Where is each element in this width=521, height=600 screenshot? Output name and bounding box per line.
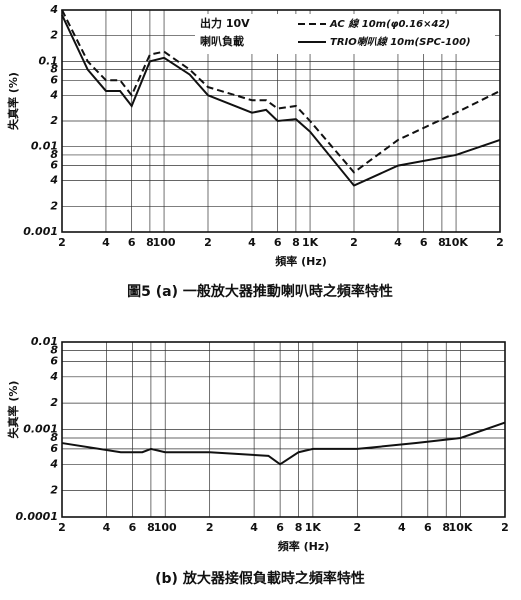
y-tick-label: 0.001 bbox=[23, 225, 58, 238]
y-tick-label: 0.1 bbox=[39, 54, 59, 67]
y-tick-label: 6 bbox=[50, 73, 58, 86]
y-tick-label: 2 bbox=[50, 199, 58, 212]
y-tick-label: 4 bbox=[49, 457, 58, 470]
y-tick-label: 0.0001 bbox=[16, 510, 58, 523]
x-tick-label: 2 bbox=[354, 521, 362, 534]
x-tick-label: 2 bbox=[58, 521, 66, 534]
x-tick-label: 6 bbox=[276, 521, 284, 534]
x-tick-label: 8 bbox=[146, 236, 154, 249]
y-tick-label: 6 bbox=[50, 354, 58, 367]
y-tick-label: 8 bbox=[50, 343, 58, 356]
x-tick-label: 8 bbox=[147, 521, 155, 534]
y-tick-label: 2 bbox=[50, 114, 58, 127]
y-tick-label: 8 bbox=[50, 431, 58, 444]
legend-label: TRIO喇叭線 10m(SPC-100) bbox=[330, 36, 471, 48]
series-line bbox=[61, 9, 501, 174]
x-tick-label: 6 bbox=[420, 236, 428, 249]
x-tick-label: 2 bbox=[204, 236, 212, 249]
x-tick-label: 2 bbox=[206, 521, 214, 534]
x-axis-label: 頻率 (Hz) bbox=[278, 539, 330, 553]
caption: 圖5 (a) 一般放大器推動喇叭時之頻率特性 bbox=[127, 283, 393, 300]
x-tick-label: 8 bbox=[438, 236, 446, 249]
y-tick-label: 6 bbox=[50, 159, 58, 172]
y-axis-label: 失真率 (%) bbox=[6, 72, 20, 130]
y-tick-label: 6 bbox=[50, 442, 58, 455]
annotation: 出力 10V bbox=[200, 16, 250, 30]
y-tick-label: 8 bbox=[50, 63, 58, 76]
y-tick-label: 0.01 bbox=[31, 140, 58, 153]
annotation: 喇叭負載 bbox=[200, 34, 244, 48]
x-tick-label: 6 bbox=[129, 521, 137, 534]
y-tick-label: 4 bbox=[49, 88, 58, 101]
x-tick-label: 2 bbox=[496, 236, 504, 249]
x-tick-label: 8 bbox=[442, 521, 450, 534]
x-tick-label: 4 bbox=[398, 521, 406, 534]
y-tick-label: 0.001 bbox=[23, 423, 58, 436]
y-tick-label: 4 bbox=[49, 370, 58, 383]
x-tick-label: 10K bbox=[444, 236, 468, 249]
x-tick-label: 2 bbox=[58, 236, 66, 249]
y-tick-label: 2 bbox=[50, 396, 58, 409]
series-line bbox=[61, 14, 501, 187]
caption: (b) 放大器接假負載時之頻率特性 bbox=[155, 570, 365, 587]
plot-frame bbox=[61, 341, 506, 518]
x-tick-label: 1K bbox=[302, 236, 319, 249]
x-tick-label: 100 bbox=[154, 521, 177, 534]
y-tick-label: 4 bbox=[49, 174, 58, 187]
x-tick-label: 2 bbox=[501, 521, 509, 534]
y-tick-label: 2 bbox=[50, 484, 58, 497]
x-tick-label: 6 bbox=[424, 521, 432, 534]
x-tick-label: 8 bbox=[295, 521, 303, 534]
y-tick-label: 8 bbox=[50, 148, 58, 161]
x-tick-label: 4 bbox=[102, 236, 110, 249]
y-tick-label: 2 bbox=[50, 29, 58, 42]
x-tick-label: 100 bbox=[153, 236, 176, 249]
x-tick-label: 4 bbox=[250, 521, 258, 534]
x-tick-label: 4 bbox=[103, 521, 111, 534]
plot-frame bbox=[61, 9, 501, 233]
x-tick-label: 6 bbox=[128, 236, 136, 249]
x-tick-label: 1K bbox=[305, 521, 322, 534]
x-tick-label: 6 bbox=[274, 236, 282, 249]
x-tick-label: 4 bbox=[394, 236, 402, 249]
x-tick-label: 2 bbox=[350, 236, 358, 249]
legend-label: AC 線 10m(φ0.16×42) bbox=[329, 18, 450, 30]
x-tick-label: 4 bbox=[248, 236, 256, 249]
legend-box bbox=[195, 14, 495, 54]
x-axis-label: 頻率 (Hz) bbox=[275, 254, 327, 268]
y-tick-label: 0.01 bbox=[31, 335, 58, 348]
x-tick-label: 8 bbox=[292, 236, 300, 249]
x-tick-label: 10K bbox=[449, 521, 473, 534]
y-tick-label: 4 bbox=[49, 3, 58, 16]
y-axis-label: 失真率 (%) bbox=[6, 381, 20, 439]
series-line bbox=[61, 421, 506, 466]
